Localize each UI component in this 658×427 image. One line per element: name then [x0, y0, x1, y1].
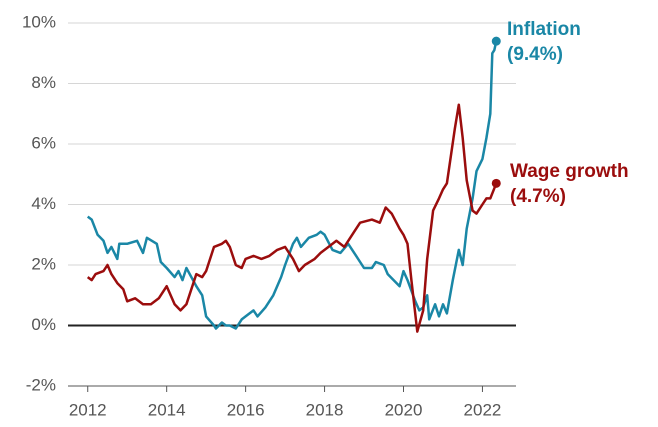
series-line [86, 40, 498, 330]
y-tick-label: 0% [31, 315, 56, 334]
end-point [491, 36, 501, 46]
y-tick-label: 10% [22, 12, 56, 31]
series-end-label: (4.7%) [510, 186, 566, 207]
x-tick-label: 2020 [385, 400, 423, 419]
end-point [491, 178, 501, 188]
y-tick-label: 4% [31, 194, 56, 213]
series-line [86, 103, 498, 333]
x-tick-label: 2012 [69, 400, 107, 419]
y-tick-label: 6% [31, 133, 56, 152]
series-end-label: (9.4%) [507, 44, 563, 65]
x-tick-label: 2022 [464, 400, 502, 419]
x-tick-label: 2016 [227, 400, 265, 419]
y-tick-label: -2% [26, 375, 56, 394]
y-tick-label: 2% [31, 254, 56, 273]
x-tick-label: 2018 [306, 400, 344, 419]
series-label: Inflation [507, 19, 581, 40]
y-tick-label: 8% [31, 73, 56, 92]
series-label: Wage growth [510, 161, 629, 182]
x-tick-label: 2014 [148, 400, 186, 419]
